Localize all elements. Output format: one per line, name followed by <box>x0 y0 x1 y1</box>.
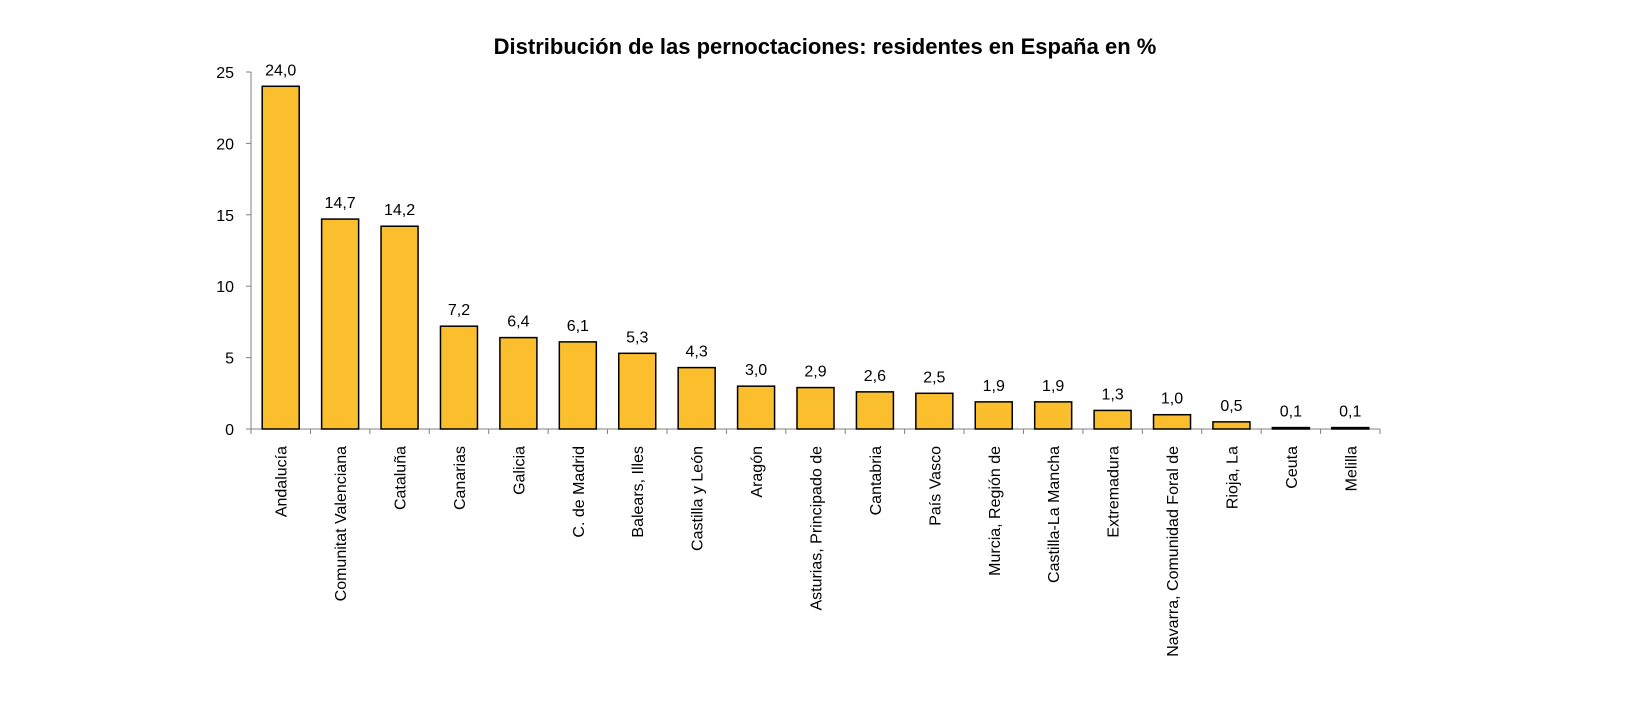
y-tick-label: 20 <box>216 136 234 153</box>
data-label: 7,2 <box>448 302 470 319</box>
data-label: 2,5 <box>923 369 945 386</box>
data-label: 1,0 <box>1161 391 1183 408</box>
bar <box>1331 426 1370 430</box>
category-label: Galicia <box>511 446 528 495</box>
y-tick-label: 25 <box>216 65 234 82</box>
bar <box>974 401 1014 430</box>
bars <box>261 85 1370 430</box>
data-label: 24,0 <box>265 62 296 79</box>
category-label: C. de Madrid <box>571 446 588 538</box>
category-label: Castilla y León <box>690 446 707 551</box>
data-label: 5,3 <box>626 329 648 346</box>
data-label: 6,4 <box>507 314 529 331</box>
category-label: Andalucía <box>274 446 291 517</box>
data-label: 1,3 <box>1101 386 1123 403</box>
data-label: 0,1 <box>1339 404 1361 421</box>
bar <box>380 225 419 430</box>
data-label: 6,1 <box>567 318 589 335</box>
y-tick-label: 15 <box>216 208 234 225</box>
data-label: 1,9 <box>1042 378 1064 395</box>
category-label: Canarias <box>452 446 469 510</box>
category-label: Comunitat Valenciana <box>333 446 350 601</box>
bar <box>320 218 360 430</box>
category-label: Extremadura <box>1106 446 1123 538</box>
category-label: Castilla-La Mancha <box>1046 446 1063 583</box>
labels: 24,0 Andalucía 14,7 Comunitat Valenciana 14,… <box>265 62 1361 656</box>
bar <box>617 352 657 430</box>
data-label: 1,9 <box>983 378 1005 395</box>
bar <box>915 392 954 430</box>
axes: 0 5 10 15 20 25 <box>216 65 1381 439</box>
bar <box>1212 421 1251 430</box>
category-label: Melilla <box>1343 446 1360 491</box>
category-label: Cataluña <box>393 446 410 510</box>
category-label: País Vasco <box>927 446 944 526</box>
category-label: Balears, Illes <box>630 446 647 538</box>
data-label: 3,0 <box>745 362 767 379</box>
y-tick-label: 10 <box>216 279 234 296</box>
data-label: 14,2 <box>384 202 415 219</box>
chart-title: Distribución de las pernoctaciones: resi… <box>494 34 1157 59</box>
bar <box>558 341 598 430</box>
data-label: 2,6 <box>864 368 886 385</box>
data-label: 14,7 <box>325 195 356 212</box>
bar <box>855 391 895 430</box>
category-label: Murcia, Región de <box>987 446 1004 576</box>
bar <box>796 386 835 430</box>
data-label: 2,9 <box>804 364 826 381</box>
category-label: Navarra, Comunidad Foral de <box>1165 446 1182 657</box>
category-label: Ceuta <box>1284 446 1301 489</box>
y-tick-label: 0 <box>225 422 234 439</box>
category-label: Cantabria <box>868 446 885 515</box>
bar <box>736 385 776 430</box>
data-label: 0,5 <box>1220 398 1242 415</box>
data-label: 0,1 <box>1280 404 1302 421</box>
bar <box>439 325 479 430</box>
bar <box>1093 409 1132 430</box>
category-label: Rioja, La <box>1224 446 1241 509</box>
bar <box>1152 413 1192 430</box>
bar <box>1271 426 1311 430</box>
bar <box>499 336 538 430</box>
data-label: 4,3 <box>686 344 708 361</box>
bar <box>1033 401 1073 430</box>
category-label: Asturias, Principado de <box>809 446 826 611</box>
bar <box>261 85 300 430</box>
y-tick-label: 5 <box>225 351 234 368</box>
category-label: Aragón <box>749 446 766 498</box>
bar <box>677 366 716 430</box>
